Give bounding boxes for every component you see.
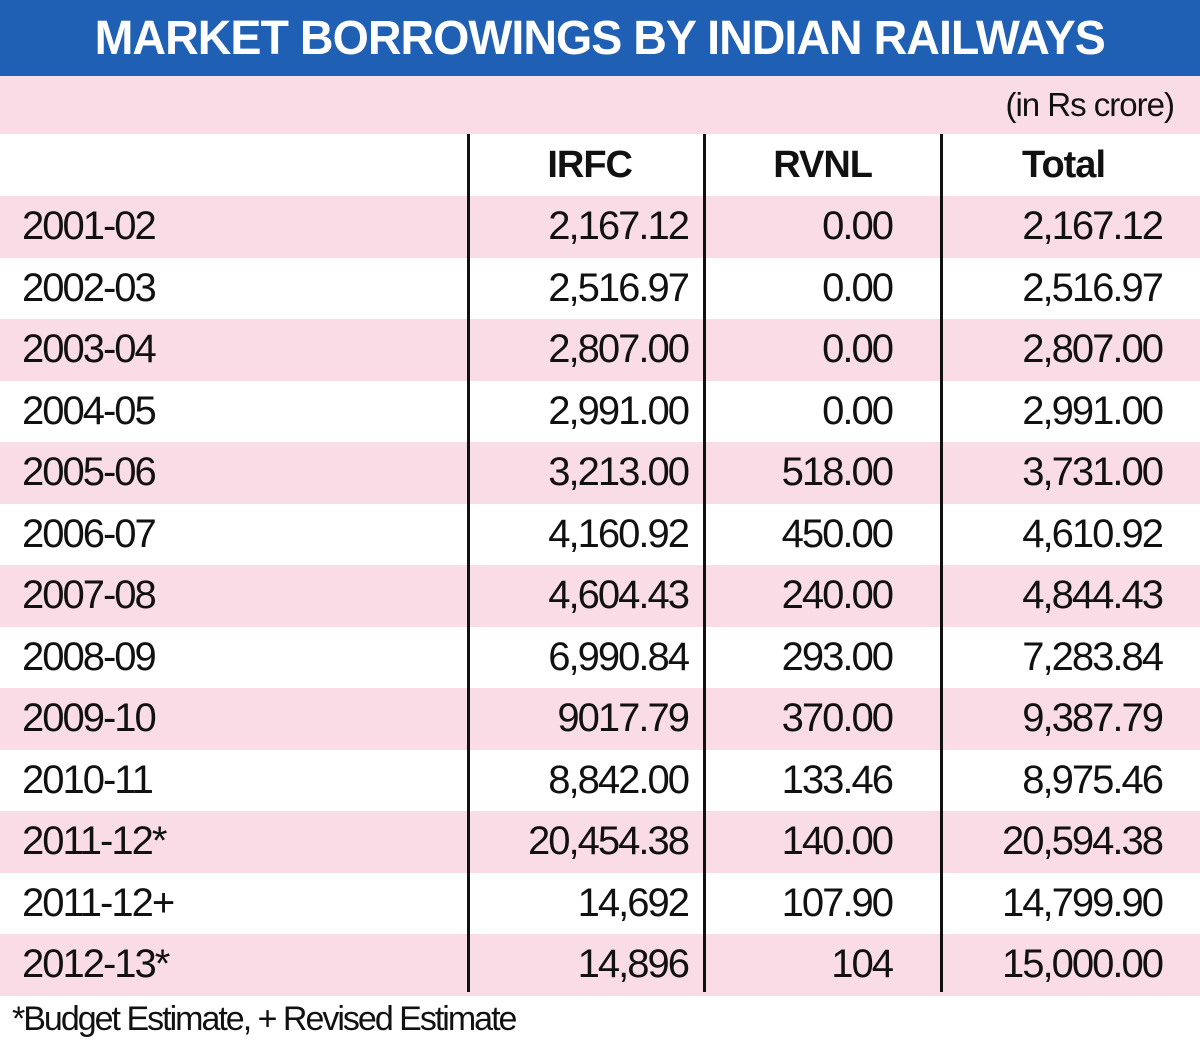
cell-year: 2004-05 — [22, 388, 157, 433]
table-body: 2001-02 2,167.12 0.00 2,167.12 2002-03 2,516.… — [0, 196, 1200, 996]
table-row: 2004-05 2,991.00 0.00 2,991.00 — [0, 381, 1200, 443]
cell-total: 15,000.00 — [1002, 942, 1164, 987]
cell-year: 2008-09 — [22, 634, 157, 679]
cell-year: 2012-13* — [22, 942, 170, 987]
cell-total: 3,731.00 — [1022, 450, 1164, 495]
cell-irfc: 4,160.92 — [548, 511, 690, 556]
cell-year: 2006-07 — [22, 511, 157, 556]
cell-irfc: 9017.79 — [557, 696, 690, 741]
cell-total: 14,799.90 — [1002, 880, 1164, 925]
cell-rvnl: 370.00 — [781, 696, 894, 741]
table-row: 2003-04 2,807.00 0.00 2,807.00 — [0, 319, 1200, 381]
cell-year: 2011-12* — [22, 819, 167, 864]
cell-irfc: 2,516.97 — [548, 265, 690, 310]
cell-total: 2,167.12 — [1022, 204, 1164, 249]
cell-year: 2002-03 — [22, 265, 157, 310]
cell-rvnl: 0.00 — [822, 327, 894, 372]
cell-rvnl: 450.00 — [781, 511, 894, 556]
cell-total: 2,807.00 — [1022, 327, 1164, 372]
cell-irfc: 8,842.00 — [548, 757, 690, 802]
table-row: 2007-08 4,604.43 240.00 4,844.43 — [0, 565, 1200, 627]
footnote: *Budget Estimate, + Revised Estimate — [12, 1000, 517, 1038]
cell-total: 9,387.79 — [1022, 696, 1164, 741]
column-divider — [467, 134, 470, 992]
cell-irfc: 14,692 — [577, 880, 690, 925]
cell-irfc: 2,167.12 — [548, 204, 690, 249]
cell-total: 20,594.38 — [1002, 819, 1164, 864]
cell-irfc: 3,213.00 — [548, 450, 690, 495]
cell-irfc: 2,807.00 — [548, 327, 690, 372]
cell-rvnl: 140.00 — [781, 819, 894, 864]
cell-irfc: 2,991.00 — [548, 388, 690, 433]
column-divider — [940, 134, 943, 992]
cell-year: 2005-06 — [22, 450, 157, 495]
unit-label: (in Rs crore) — [1005, 86, 1175, 123]
header-irfc: IRFC — [547, 143, 633, 186]
table-row: 2002-03 2,516.97 0.00 2,516.97 — [0, 258, 1200, 320]
cell-irfc: 14,896 — [577, 942, 690, 987]
cell-irfc: 20,454.38 — [528, 819, 690, 864]
header-rvnl: RVNL — [773, 143, 873, 186]
table-header-row: IRFC RVNL Total — [0, 134, 1200, 196]
borrowings-table: IRFC RVNL Total 2001-02 2,167.12 0.00 2,167… — [0, 134, 1200, 996]
cell-irfc: 6,990.84 — [548, 634, 690, 679]
cell-rvnl: 107.90 — [781, 880, 894, 925]
cell-irfc: 4,604.43 — [548, 573, 690, 618]
title-bar: MARKET BORROWINGS BY INDIAN RAILWAYS — [0, 0, 1200, 76]
cell-year: 2010-11 — [22, 757, 154, 802]
page-title: MARKET BORROWINGS BY INDIAN RAILWAYS — [94, 11, 1106, 65]
cell-total: 4,844.43 — [1022, 573, 1164, 618]
table-row: 2011-12+ 14,692 107.90 14,799.90 — [0, 873, 1200, 935]
cell-year: 2003-04 — [22, 327, 157, 372]
cell-rvnl: 0.00 — [822, 388, 894, 433]
cell-rvnl: 104 — [831, 942, 894, 987]
table-row: 2008-09 6,990.84 293.00 7,283.84 — [0, 627, 1200, 689]
table-row: 2005-06 3,213.00 518.00 3,731.00 — [0, 442, 1200, 504]
table-row: 2006-07 4,160.92 450.00 4,610.92 — [0, 504, 1200, 566]
cell-total: 2,516.97 — [1022, 265, 1164, 310]
table-row: 2009-10 9017.79 370.00 9,387.79 — [0, 688, 1200, 750]
column-divider — [703, 134, 706, 992]
table-row: 2010-11 8,842.00 133.46 8,975.46 — [0, 750, 1200, 812]
cell-total: 8,975.46 — [1022, 757, 1164, 802]
cell-year: 2011-12+ — [22, 880, 175, 925]
cell-total: 4,610.92 — [1022, 511, 1164, 556]
cell-rvnl: 133.46 — [781, 757, 894, 802]
cell-year: 2007-08 — [22, 573, 157, 618]
cell-rvnl: 293.00 — [781, 634, 894, 679]
cell-total: 2,991.00 — [1022, 388, 1164, 433]
cell-total: 7,283.84 — [1022, 634, 1164, 679]
cell-year: 2009-10 — [22, 696, 157, 741]
table-row: 2011-12* 20,454.38 140.00 20,594.38 — [0, 811, 1200, 873]
table-row: 2001-02 2,167.12 0.00 2,167.12 — [0, 196, 1200, 258]
cell-rvnl: 240.00 — [781, 573, 894, 618]
unit-row: (in Rs crore) — [0, 76, 1200, 134]
table-row: 2012-13* 14,896 104 15,000.00 — [0, 934, 1200, 996]
cell-rvnl: 518.00 — [781, 450, 894, 495]
cell-year: 2001-02 — [22, 204, 157, 249]
cell-rvnl: 0.00 — [822, 265, 894, 310]
cell-rvnl: 0.00 — [822, 204, 894, 249]
header-total: Total — [1022, 143, 1106, 186]
